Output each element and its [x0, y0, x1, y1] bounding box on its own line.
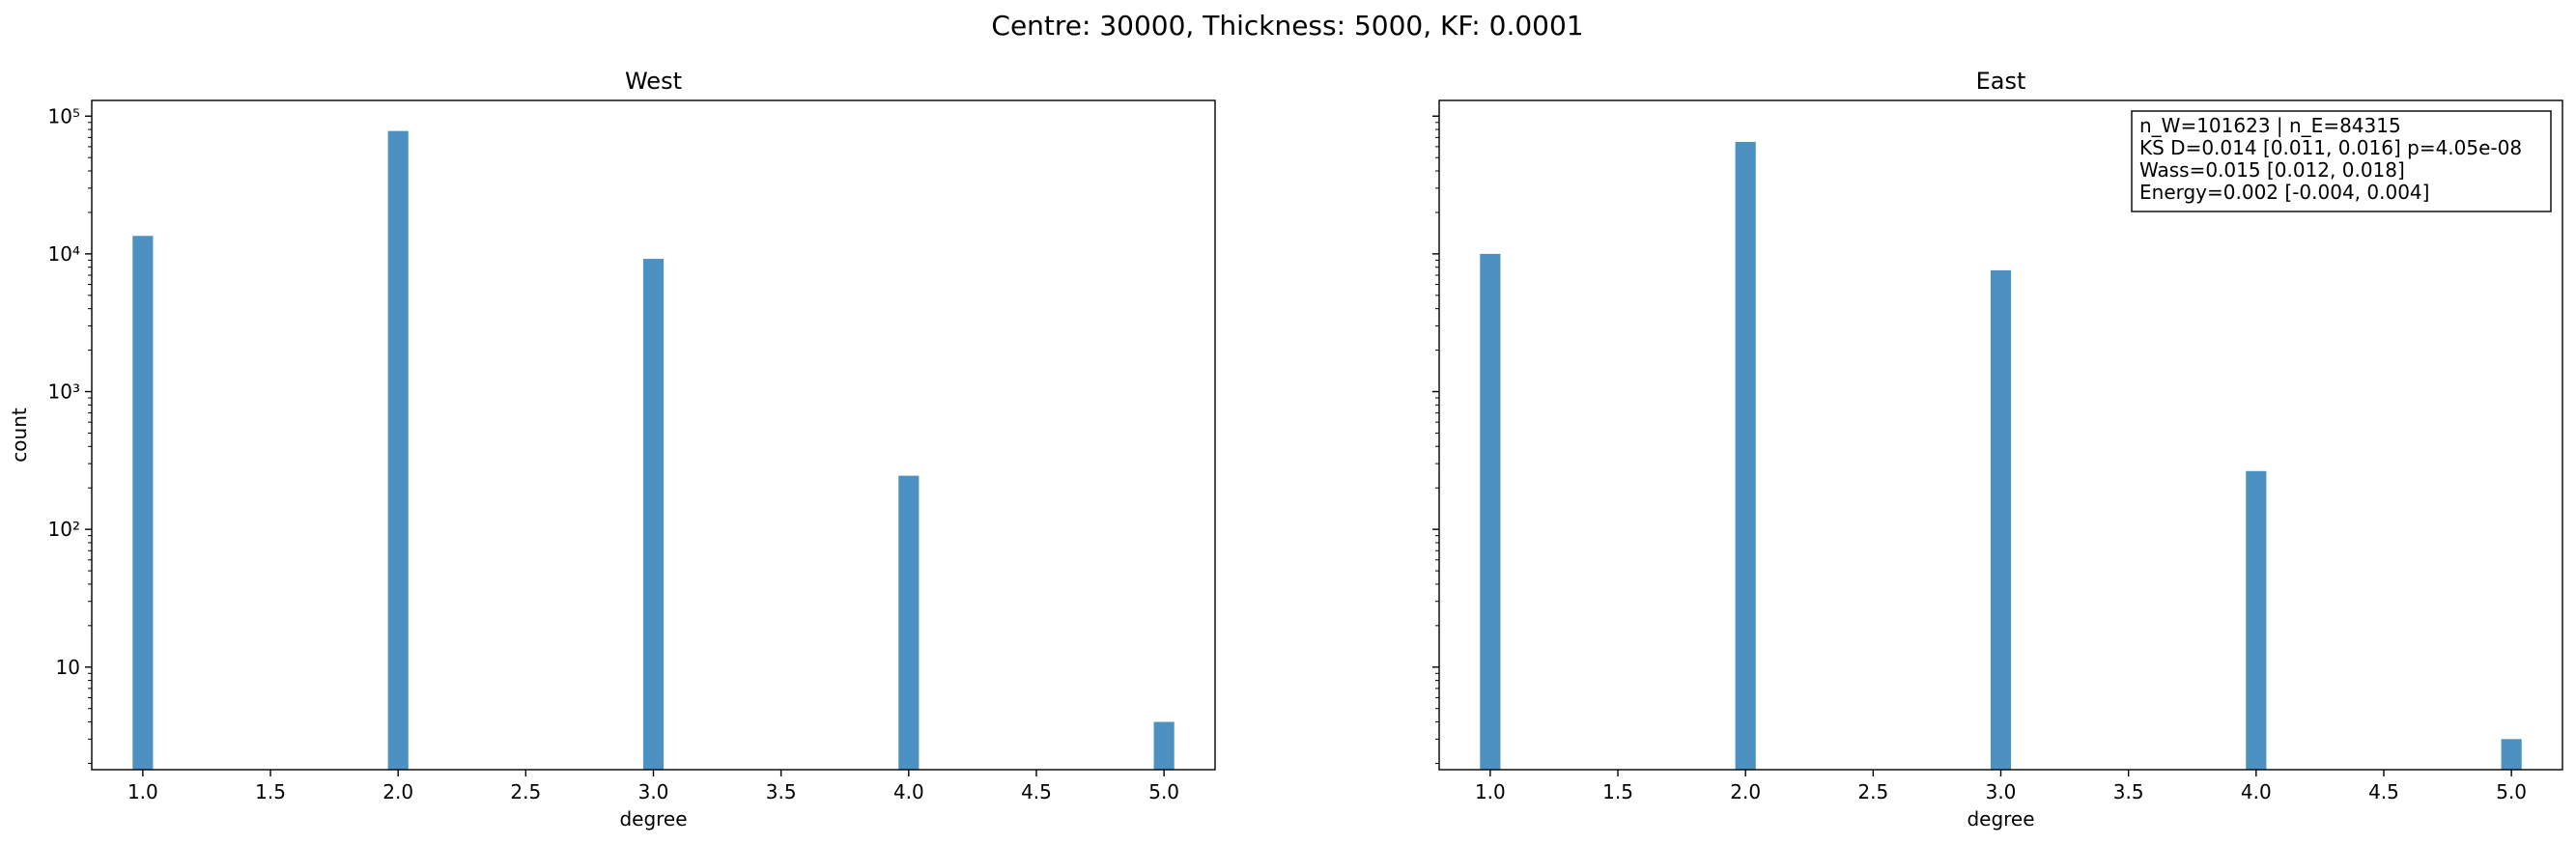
x-tick-label: 3.5 [766, 780, 797, 803]
bar-degree-1.0 [1480, 253, 1501, 770]
y-tick-label: 10⁵ [48, 104, 80, 127]
figure-title: Centre: 30000, Thickness: 5000, KF: 0.00… [991, 10, 1583, 42]
bar-degree-4.0 [2246, 470, 2267, 770]
x-tick-label: 5.0 [1148, 780, 1179, 803]
x-tick-label: 4.5 [2368, 780, 2399, 803]
stats-line: Wass=0.015 [0.012, 0.018] [2139, 158, 2405, 182]
bar-degree-2.0 [387, 130, 409, 770]
stats-line: KS D=0.014 [0.011, 0.016] p=4.05e-08 [2139, 136, 2522, 159]
stats-line: n_W=101623 | n_E=84315 [2139, 114, 2401, 137]
bar-degree-4.0 [898, 475, 920, 770]
stats-box [2131, 110, 2552, 212]
panel-title: West [625, 68, 682, 95]
bar-degree-3.0 [642, 259, 665, 770]
x-tick-label: 4.0 [2241, 780, 2272, 803]
x-tick-label: 1.0 [1475, 780, 1506, 803]
bar-degree-1.0 [132, 236, 154, 771]
x-tick-label: 1.0 [127, 780, 158, 803]
x-tick-label: 3.0 [638, 780, 669, 803]
x-tick-label: 2.5 [1857, 780, 1888, 803]
bar-degree-3.0 [1990, 269, 2012, 770]
chart-panel-east: 1.0 1.5 2.0 2.5 3.0 3.5 4.0 4.5 5.0 East degree n_W… [1432, 68, 2563, 831]
chart-panel-west: 1.0 1.5 2.0 2.5 3.0 3.5 4.0 4.5 5.0 10 10² 10³ 10⁴ 10… [8, 68, 1216, 831]
bar-degree-5.0 [2501, 739, 2522, 770]
x-axis-label: degree [619, 807, 687, 831]
x-axis-label: degree [1967, 807, 2034, 831]
y-tick-label: 10² [48, 518, 80, 541]
x-tick-label: 4.0 [893, 780, 924, 803]
x-tick-label: 3.0 [1986, 780, 2017, 803]
panel-title: East [1976, 68, 2026, 95]
y-tick-label: 10 [56, 656, 80, 679]
x-tick-label: 5.0 [2496, 780, 2527, 803]
x-tick-label: 1.5 [1602, 780, 1633, 803]
y-axis-label: count [8, 408, 31, 463]
x-tick-label: 2.0 [382, 780, 413, 803]
x-tick-label: 1.5 [255, 780, 286, 803]
bar-degree-2.0 [1735, 141, 1756, 770]
y-tick-label: 10⁴ [48, 242, 80, 266]
x-tick-label: 3.5 [2113, 780, 2144, 803]
stats-line: Energy=0.002 [-0.004, 0.004] [2139, 181, 2429, 204]
x-tick-label: 4.5 [1021, 780, 1052, 803]
bar-degree-5.0 [1153, 721, 1175, 770]
y-tick-label: 10³ [48, 380, 80, 404]
x-tick-label: 2.5 [510, 780, 541, 803]
x-tick-label: 2.0 [1730, 780, 1761, 803]
